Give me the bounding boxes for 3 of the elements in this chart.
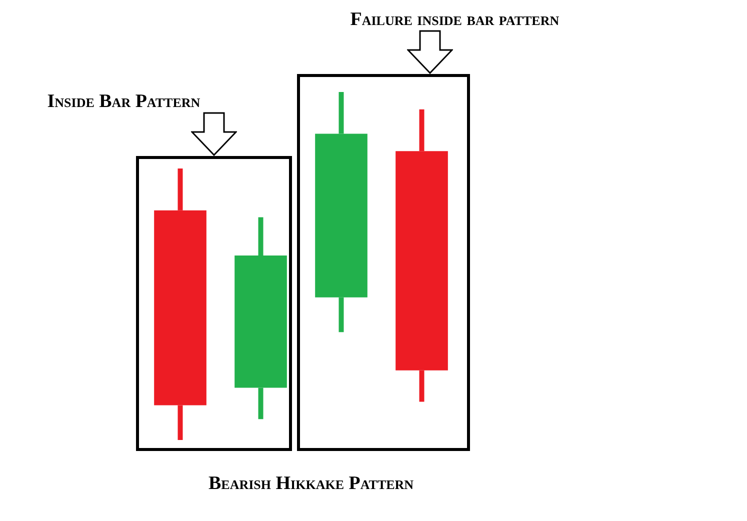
text: Failure inside bar pattern bbox=[350, 9, 560, 30]
annotation: Inside Bar Pattern bbox=[47, 90, 200, 112]
text: Bearish Hikkake Pattern bbox=[208, 473, 414, 494]
